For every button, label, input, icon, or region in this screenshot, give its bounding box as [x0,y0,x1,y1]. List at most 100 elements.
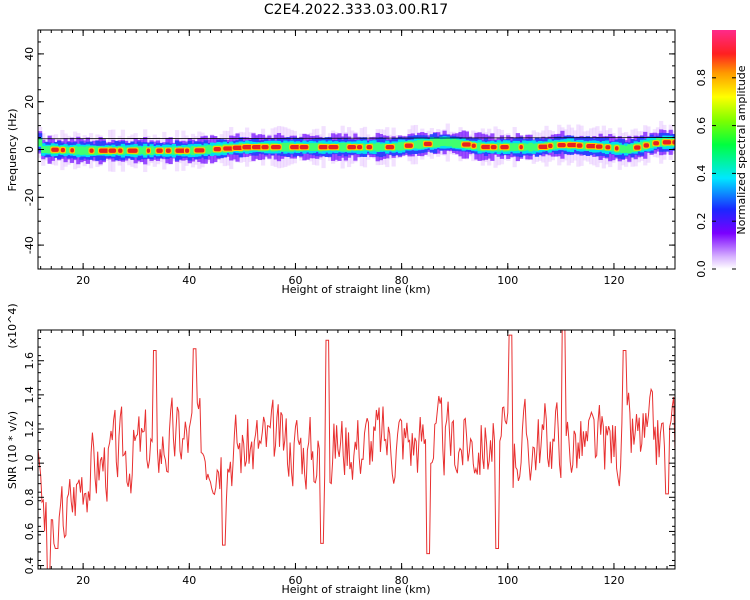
snr-x-tick-label: 60 [288,574,302,587]
heatmap-cell [375,142,380,152]
colorbar: 0.0 0.2 0.4 0.6 0.8 Normalized spectral ampl… [695,30,748,278]
heatmap-cell [76,146,81,155]
snr-y-multiplier: (x10^4) [6,303,19,348]
heatmap-cell [458,140,463,149]
heatmap-core [223,146,234,151]
heatmap-core [605,145,611,150]
snr-x-tick-label: 40 [182,574,196,587]
snr-y-tick-label: 1.6 [23,352,36,370]
heatmap-cell [436,138,441,148]
heatmap-cell [286,142,291,152]
heatmap-cell [624,146,629,153]
heatmap-cell [79,146,84,155]
heatmap-cell [152,147,157,154]
heatmap-cell [620,145,626,153]
heatmap-core [662,140,672,145]
colorbar-tick-label: 0.8 [695,69,708,87]
heatmap-core [595,144,603,149]
heatmap-core [70,148,75,153]
heatmap-core [232,145,243,150]
spectrogram-y-axis-label: Frequency (Hz) [6,109,19,192]
heatmap-cell [394,143,399,151]
heatmap-cell [85,146,90,156]
spectrogram-x-tick-label: 20 [76,274,90,287]
heatmap-core [576,143,583,148]
heatmap-cell [190,146,196,156]
heatmap-cell [432,138,438,148]
heatmap-core [146,148,151,153]
heatmap-core [51,147,59,152]
heatmap-cell [401,141,406,151]
heatmap-core [462,142,471,147]
heatmap-cell [73,146,78,155]
heatmap-core [290,144,301,150]
snr-y-axis-label: SNR (10 * v/v) [6,411,19,489]
heatmap-cell [630,144,635,153]
heatmap-core [471,143,476,148]
heatmap-core [366,144,373,150]
heatmap-core [634,145,641,150]
heatmap-cell [136,146,141,155]
spectrogram-x-axis-label: Height of straight line (km) [281,283,430,296]
snr-y-tick-label: 0.6 [23,523,36,541]
spectrogram-x-tick-label: 80 [395,274,409,287]
snr-y-tick-label: 1.0 [23,454,36,472]
heatmap-core [251,144,263,150]
heatmap-cell [143,146,148,156]
heatmap-core [118,148,123,153]
snr-y-tick-label: 1.2 [23,420,36,438]
heatmap-core [60,147,65,153]
spectrogram-y-tick-label: -20 [23,188,36,206]
colorbar-tick-label: 0.6 [695,117,708,135]
heatmap-cell [397,142,403,151]
heatmap-cell [442,138,447,146]
heatmap-cell [649,139,654,148]
heatmap-core [156,148,163,153]
heatmap-cell [675,138,679,146]
snr-y-tick-label: 1.4 [23,386,36,404]
heatmap-cell [311,143,317,151]
heatmap-core [356,144,363,150]
heatmap-core [519,144,523,150]
spectrogram-x-tick-label: 60 [288,274,302,287]
heatmap-core [242,145,253,150]
spectrogram-y-tick-label: 40 [23,47,36,61]
heatmap-cell [38,138,43,147]
heatmap-cell [617,144,622,153]
colorbar-tick-label: 0.2 [695,212,708,230]
heatmap-core [165,148,171,153]
snr-axes: 20 40 60 80 100 120 0.4 0.6 0.8 1.0 1.2 1.4 1.6 [23,329,675,587]
heatmap-cell [515,143,520,151]
heatmap-core [89,148,94,153]
heatmap-cell [171,146,176,155]
spectrogram-x-tick-label: 120 [603,274,624,287]
heatmap-cell [675,136,679,149]
heatmap-cell [372,143,377,151]
snr-x-axis-label: Height of straight line (km) [281,583,430,596]
heatmap-core [567,142,579,148]
heatmap-cell [601,143,606,151]
colorbar-tick-label: 0.4 [695,165,708,183]
heatmap-cell [639,141,645,151]
heatmap-core [481,144,492,150]
spectrogram-axes: 20 40 60 80 100 120 -40 -20 0 20 40 [23,29,675,287]
heatmap-cell [512,143,517,151]
heatmap-core [404,143,413,148]
snr-x-tick-label: 80 [395,574,409,587]
heatmap-core [108,148,117,153]
heatmap-core [643,143,650,148]
heatmap-cell [611,144,616,152]
heatmap-cell [417,139,422,149]
heatmap-core [318,144,329,150]
heatmap-core [270,144,281,150]
heatmap-cell [149,146,154,156]
heatmap-cell [162,146,167,155]
heatmap-cell [123,147,129,154]
heatmap-cell [522,143,527,151]
heatmap-cell [455,139,460,148]
figure-title: C2E4.2022.333.03.00.R17 [263,2,449,18]
heatmap-core [557,142,566,148]
heatmap-cell [582,142,587,150]
spectrogram-y-tick-label: 0 [23,146,36,153]
heatmap-cell [308,143,313,152]
